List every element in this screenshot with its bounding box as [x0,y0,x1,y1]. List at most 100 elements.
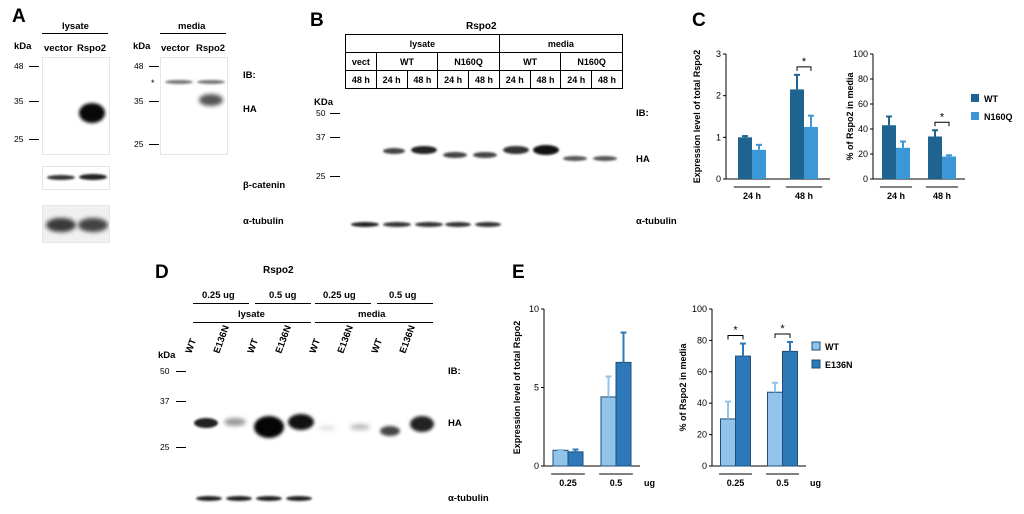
significance-label: * [780,323,785,335]
band [383,222,411,227]
panel-d-amount: 0.25 ug [323,290,356,301]
panel-b-group-lysate: lysate [345,34,500,53]
legend-label: N160Q [984,112,1013,122]
y-tick-label: 0 [716,174,721,184]
panel-b-time: 24 h [498,70,531,89]
bar [782,350,798,467]
panel-a-lane-vector: vector [44,43,73,54]
significance-label: * [940,111,945,123]
panel-d-group-underline [315,322,433,323]
panel-a-asterisk: * [151,78,155,88]
x-tick-label: 24 h [887,191,905,201]
panel-d-tubulin-blot [190,490,318,508]
panel-d-kda: kDa [158,350,176,361]
y-tick-label: 20 [858,149,868,159]
panel-c-label: C [692,10,706,31]
x-tick-label: 24 h [743,191,761,201]
legend-label: WT [825,342,839,352]
panel-a-lane-rspo2: Rspo2 [77,43,107,54]
y-tick-label: 20 [697,430,707,440]
band [351,222,379,227]
band [380,426,400,436]
panel-d-lane: WT [183,337,200,355]
panel-d-amount-underline [255,303,311,304]
band [165,80,193,84]
x-tick-label: 0.5 [776,478,789,488]
band [199,94,223,106]
panel-a-alpha-tubulin-label: α-tubulin [243,216,284,227]
x-tick-label: 0.5 [610,478,623,488]
panel-a-alpha-tubulin-blot [42,205,110,243]
panel-d-label: D [155,262,169,283]
panel-a-media-marker-35: 35 [134,96,144,106]
panel-a-media-lane-vector: vector [161,43,190,54]
band [473,152,497,158]
bar [928,136,942,179]
panel-e-label: E [512,262,525,283]
panel-a-media-ha-blot [160,57,228,155]
panel-b-ha-blot [345,100,623,200]
x-axis-label: ug [810,478,821,488]
panel-b-title: Rspo2 [466,21,497,32]
panel-b-time: 48 h [345,70,377,89]
panel-b-kda: KDa [314,97,334,108]
panel-d-amount: 0.5 ug [269,290,297,301]
significance-label: * [802,56,807,68]
band [254,416,284,438]
band [410,416,434,432]
panel-d-marker-tick [176,447,186,448]
band [288,414,314,430]
band [46,218,76,232]
panel-d-group-media: media [358,309,386,320]
panel-a-ha-label: HA [243,104,257,115]
panel-d-group-lysate: lysate [238,309,265,320]
band [196,496,222,501]
panel-c-right-chart: % of Rspo2 in media 0 20 40 60 80 100 24 h 48 h *… [845,49,1013,201]
panel-b-sub-n160q-lysate: N160Q [437,52,500,71]
bar [942,156,956,179]
panel-b-time: 48 h [529,70,562,89]
panel-b-marker-tick [330,137,340,138]
panel-a-marker-48: 48 [14,61,24,71]
band [197,80,225,84]
panel-c-left-chart: Expression level of total Rspo2 0 1 2 3 24 h 4… [692,49,830,201]
y-axis-label: Expression level of total Rspo2 [692,50,702,184]
y-tick-label: 0 [702,461,707,471]
panel-d-amount-underline [193,303,249,304]
panel-d-marker-tick [176,401,186,402]
band [445,222,471,227]
y-tick-label: 60 [697,367,707,377]
bar [567,451,584,467]
panel-d-amount: 0.25 ug [202,290,235,301]
panel-b-ib-label: IB: [636,108,649,119]
panel-a-kda: kDa [14,41,32,52]
panel-a-marker-tick [29,101,39,102]
panel-d-lane: WT [245,337,262,355]
panel-b-label: B [310,10,324,31]
band [47,175,75,180]
bar [767,391,783,467]
band [79,174,107,180]
band [411,146,437,154]
y-tick-label: 40 [858,124,868,134]
legend-swatch [971,112,979,120]
panel-a-media-marker-48: 48 [134,61,144,71]
panel-b-sub-n160q-media: N160Q [560,52,623,71]
bar [882,125,896,179]
panel-b-time: 24 h [437,70,470,89]
panel-b-time: 48 h [406,70,439,89]
panel-b-ha-label: HA [636,154,650,165]
panel-d-marker-tick [176,371,186,372]
panel-b-sub-vect: vect [345,52,377,71]
y-tick-label: 10 [529,304,539,314]
bar [738,137,752,179]
legend-swatch [971,94,979,102]
x-axis-label: ug [644,478,655,488]
panel-b-sub-wt-media: WT [498,52,562,71]
panel-a-lysate-ha-blot [42,57,110,155]
panel-d-lane: E136N [397,323,418,355]
panel-b-condition-table: lysate media vect WT N160Q WT N160Q 48 h… [345,34,624,89]
panel-a-marker-25: 25 [14,134,24,144]
panel-d-lane: E136N [273,323,294,355]
y-axis-label: % of Rspo2 in media [678,342,688,431]
